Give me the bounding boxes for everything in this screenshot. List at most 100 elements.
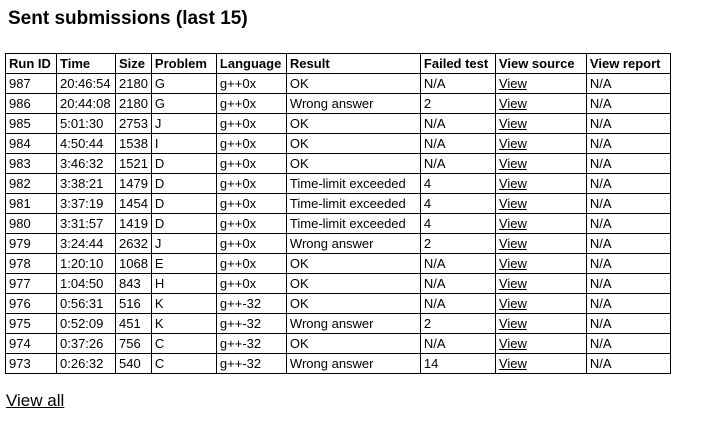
cell-run-id: 983: [5, 153, 57, 174]
cell-view-report: N/A: [585, 253, 671, 274]
cell-result: OK: [285, 113, 421, 134]
cell-language: g++-32: [215, 313, 287, 334]
cell-view-source: View: [494, 293, 587, 314]
cell-failed-test: N/A: [419, 333, 496, 354]
cell-run-id: 978: [5, 253, 57, 274]
cell-size: 756: [115, 333, 152, 354]
cell-failed-test: 2: [419, 313, 496, 334]
cell-result: Time-limit exceeded: [285, 173, 421, 194]
view-source-link[interactable]: View: [498, 76, 527, 91]
cell-size: 1454: [115, 193, 152, 214]
cell-language: g++0x: [215, 173, 287, 194]
column-header-language: Language: [215, 53, 287, 74]
view-source-link[interactable]: View: [498, 216, 527, 231]
cell-language: g++0x: [215, 273, 287, 294]
cell-problem: J: [150, 113, 217, 134]
cell-view-source: View: [494, 313, 587, 334]
cell-view-source: View: [494, 233, 587, 254]
page-title: Sent submissions (last 15): [8, 8, 248, 29]
cell-run-id: 980: [5, 213, 57, 234]
cell-run-id: 984: [5, 133, 57, 154]
cell-time: 4:50:44: [56, 133, 116, 154]
view-source-link[interactable]: View: [498, 296, 527, 311]
cell-problem: G: [150, 93, 217, 114]
cell-view-source: View: [494, 73, 587, 94]
cell-problem: D: [150, 193, 217, 214]
view-source-link[interactable]: View: [498, 336, 527, 351]
cell-view-report: N/A: [585, 93, 671, 114]
table-header-row: Run ID Time Size Problem Language Result Faile…: [5, 53, 671, 74]
cell-language: g++-32: [215, 293, 287, 314]
column-header-view-source: View source: [494, 53, 587, 74]
view-source-link[interactable]: View: [498, 316, 527, 331]
view-source-link[interactable]: View: [498, 276, 527, 291]
cell-view-report: N/A: [585, 333, 671, 354]
cell-view-report: N/A: [585, 173, 671, 194]
cell-failed-test: N/A: [419, 73, 496, 94]
cell-run-id: 973: [5, 353, 57, 374]
cell-run-id: 976: [5, 293, 57, 314]
cell-view-report: N/A: [585, 233, 671, 254]
cell-problem: D: [150, 153, 217, 174]
view-source-link[interactable]: View: [498, 96, 527, 111]
cell-problem: C: [150, 333, 217, 354]
column-header-result: Result: [285, 53, 421, 74]
cell-size: 540: [115, 353, 152, 374]
cell-run-id: 987: [5, 73, 57, 94]
cell-time: 20:46:54: [56, 73, 116, 94]
cell-language: g++0x: [215, 253, 287, 274]
cell-view-report: N/A: [585, 153, 671, 174]
column-header-size: Size: [115, 53, 152, 74]
cell-run-id: 982: [5, 173, 57, 194]
view-source-link[interactable]: View: [498, 136, 527, 151]
cell-language: g++0x: [215, 153, 287, 174]
cell-result: OK: [285, 293, 421, 314]
cell-language: g++0x: [215, 233, 287, 254]
cell-time: 1:20:10: [56, 253, 116, 274]
view-source-link[interactable]: View: [498, 116, 527, 131]
cell-failed-test: 14: [419, 353, 496, 374]
cell-view-source: View: [494, 113, 587, 134]
cell-failed-test: N/A: [419, 113, 496, 134]
view-source-link[interactable]: View: [498, 156, 527, 171]
cell-time: 3:38:21: [56, 173, 116, 194]
column-header-view-report: View report: [585, 53, 671, 74]
cell-failed-test: 4: [419, 193, 496, 214]
cell-result: Wrong answer: [285, 93, 421, 114]
view-source-link[interactable]: View: [498, 176, 527, 191]
cell-run-id: 974: [5, 333, 57, 354]
cell-result: Time-limit exceeded: [285, 193, 421, 214]
cell-view-source: View: [494, 133, 587, 154]
cell-time: 5:01:30: [56, 113, 116, 134]
view-source-link[interactable]: View: [498, 196, 527, 211]
cell-time: 0:56:31: [56, 293, 116, 314]
view-all-link[interactable]: View all: [6, 391, 65, 410]
cell-time: 3:31:57: [56, 213, 116, 234]
cell-problem: J: [150, 233, 217, 254]
cell-size: 516: [115, 293, 152, 314]
cell-view-report: N/A: [585, 73, 671, 94]
cell-size: 2180: [115, 93, 152, 114]
cell-view-source: View: [494, 173, 587, 194]
cell-problem: C: [150, 353, 217, 374]
cell-failed-test: N/A: [419, 133, 496, 154]
cell-time: 3:24:44: [56, 233, 116, 254]
view-source-link[interactable]: View: [498, 236, 527, 251]
cell-view-source: View: [494, 193, 587, 214]
cell-run-id: 985: [5, 113, 57, 134]
cell-language: g++0x: [215, 73, 287, 94]
view-source-link[interactable]: View: [498, 256, 527, 271]
view-source-link[interactable]: View: [498, 356, 527, 371]
column-header-time: Time: [56, 53, 116, 74]
